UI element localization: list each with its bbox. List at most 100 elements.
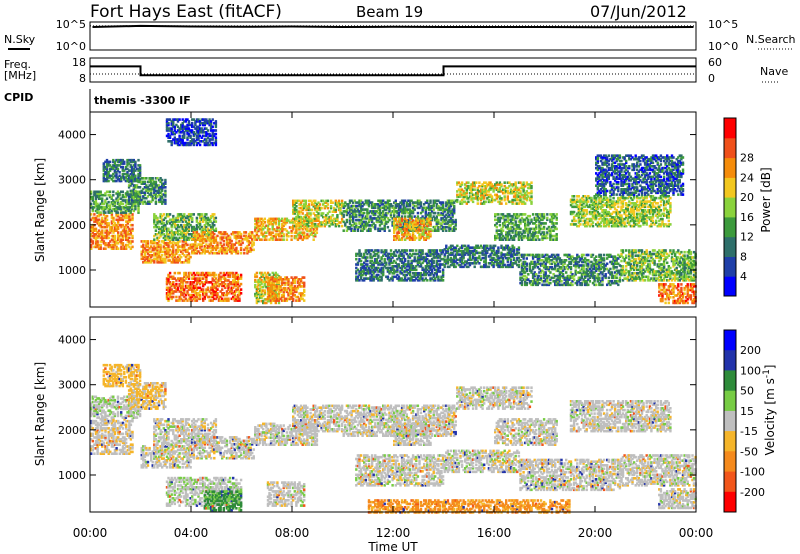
power-echo-cell bbox=[138, 190, 142, 194]
freq-panel-frame bbox=[89, 57, 697, 83]
power-echo-cell bbox=[117, 247, 120, 250]
power-echo-cell bbox=[118, 202, 121, 206]
power-echo-cell bbox=[168, 293, 172, 297]
power-echo-cell bbox=[145, 257, 148, 261]
power-echo-cell bbox=[99, 206, 102, 209]
power-echo-cell bbox=[290, 234, 293, 238]
power-echo-cell bbox=[104, 231, 107, 234]
power-echo-cell bbox=[156, 241, 159, 245]
power-echo-cell bbox=[150, 178, 153, 182]
power-echo-cell bbox=[124, 195, 128, 199]
power-echo-cell bbox=[186, 223, 189, 227]
power-echo-cell bbox=[110, 247, 114, 250]
power-echo-cell bbox=[197, 281, 200, 284]
power-echo-cell bbox=[123, 162, 126, 165]
power-echo-cell bbox=[176, 229, 180, 232]
power-echo-cell bbox=[238, 297, 241, 301]
power-echo-cell bbox=[222, 275, 225, 279]
power-echo-cell bbox=[140, 254, 143, 257]
power-echo-cell bbox=[517, 246, 521, 249]
power-echo-cell bbox=[153, 184, 156, 187]
power-echo-cell bbox=[183, 238, 186, 241]
power-echo-cell bbox=[209, 229, 213, 232]
power-echo-cell bbox=[206, 273, 210, 277]
power-echo-cell bbox=[93, 202, 96, 206]
power-echo-cell bbox=[94, 243, 98, 247]
power-echo-cell bbox=[118, 178, 121, 181]
power-echo-cell bbox=[96, 193, 99, 197]
power-echo-cell bbox=[150, 195, 153, 198]
power-echo-cell bbox=[99, 220, 102, 223]
power-echo-cell bbox=[105, 202, 109, 206]
power-echo-cell bbox=[123, 178, 126, 181]
power-echo-cell bbox=[110, 213, 114, 216]
power-echo-cell bbox=[159, 261, 162, 264]
power-echo-cell bbox=[150, 193, 153, 196]
power-echo-cell bbox=[96, 209, 99, 213]
power-echo-cell bbox=[138, 200, 142, 204]
power-echo-cell bbox=[265, 234, 268, 238]
power-echo-cell bbox=[236, 286, 240, 290]
power-echo-cell bbox=[219, 282, 222, 286]
power-echo-cell bbox=[131, 179, 134, 183]
noise-panel-frame bbox=[89, 21, 697, 51]
power-echo-cell bbox=[287, 278, 290, 281]
power-echo-cell bbox=[232, 282, 235, 286]
power-echo-cell bbox=[125, 231, 128, 234]
power-echo-cell bbox=[186, 222, 189, 225]
power-echo-cell bbox=[118, 204, 121, 207]
power-echo-cell bbox=[209, 216, 213, 220]
power-echo-cell bbox=[161, 182, 164, 185]
power-echo-cell bbox=[186, 261, 189, 264]
power-echo-cell bbox=[102, 174, 105, 178]
power-echo-cell bbox=[148, 187, 151, 191]
power-echo-cell bbox=[113, 229, 117, 232]
power-echo-cell bbox=[178, 297, 181, 301]
power-echo-cell bbox=[154, 248, 158, 252]
power-echo-cell bbox=[227, 297, 230, 301]
power-echo-cell bbox=[99, 192, 102, 195]
power-echo-cell bbox=[195, 279, 199, 282]
power-echo-cell bbox=[180, 261, 183, 264]
power-echo-cell bbox=[112, 204, 115, 207]
power-echo-cell bbox=[140, 180, 143, 184]
power-echo-cell bbox=[227, 286, 230, 290]
power-echo-cell bbox=[239, 275, 243, 279]
power-echo-cell bbox=[205, 279, 208, 282]
power-echo-cell bbox=[151, 240, 154, 243]
power-echo-cell bbox=[175, 238, 178, 241]
power-echo-cell bbox=[126, 207, 129, 211]
power-echo-cell bbox=[135, 178, 139, 181]
power-echo-cell bbox=[183, 254, 186, 257]
power-echo-cell bbox=[164, 257, 167, 261]
power-echo-cell bbox=[219, 271, 222, 275]
power-echo-cell bbox=[124, 179, 128, 183]
power-echo-cell bbox=[131, 207, 134, 211]
power-echo-cell bbox=[151, 248, 154, 252]
power-echo-cell bbox=[118, 240, 121, 243]
power-echo-cell bbox=[104, 211, 107, 214]
power-echo-cell bbox=[126, 214, 129, 218]
power-echo-cell bbox=[161, 214, 164, 218]
power-echo-cell bbox=[233, 299, 236, 302]
power-echo-cell bbox=[134, 169, 137, 172]
power-echo-cell bbox=[230, 239, 233, 243]
power-echo-cell bbox=[202, 216, 205, 220]
power-echo-cell bbox=[187, 288, 191, 291]
power-echo-cell bbox=[186, 250, 189, 254]
power-echo-cell bbox=[161, 202, 164, 205]
power-echo-cell bbox=[195, 238, 199, 241]
power-echo-cell bbox=[143, 182, 147, 185]
power-echo-cell bbox=[170, 245, 173, 248]
power-echo-cell bbox=[202, 250, 205, 253]
power-echo-cell bbox=[99, 225, 102, 229]
power-echo-cell bbox=[198, 222, 202, 225]
power-echo-cell bbox=[194, 241, 197, 245]
power-echo-cell bbox=[175, 220, 178, 223]
power-echo-cell bbox=[153, 238, 156, 241]
power-echo-cell bbox=[157, 186, 161, 189]
power-echo-cell bbox=[129, 160, 132, 164]
power-echo-cell bbox=[129, 209, 132, 213]
power-echo-cell bbox=[153, 245, 156, 248]
power-echo-cell bbox=[170, 250, 173, 254]
